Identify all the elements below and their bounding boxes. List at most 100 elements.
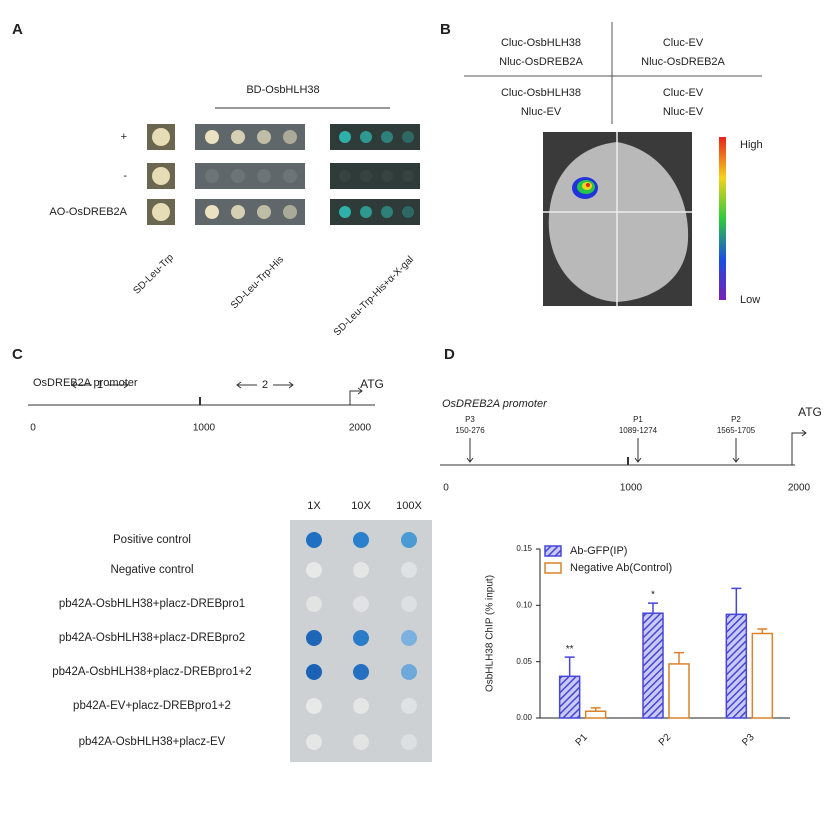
row-label: Negative control bbox=[110, 564, 193, 576]
dilution-label: 100X bbox=[396, 500, 422, 512]
colony bbox=[402, 170, 414, 182]
arrow bbox=[71, 381, 129, 389]
position-label: 0 bbox=[30, 423, 36, 434]
bar bbox=[558, 675, 581, 719]
y-tick-label: 0.15 bbox=[516, 544, 532, 553]
colony bbox=[231, 205, 245, 219]
yeast-spot bbox=[401, 532, 417, 548]
bar bbox=[668, 663, 690, 719]
column-label: SD-Leu-Trp-His bbox=[229, 254, 286, 311]
yeast-spot bbox=[353, 664, 369, 680]
position-label: 0 bbox=[443, 483, 449, 494]
probe-range: 150-276 bbox=[455, 426, 485, 435]
error-bar bbox=[564, 656, 575, 677]
column-label: SD-Leu-Trp-His+α-X-gal bbox=[332, 254, 416, 338]
probe-arrow bbox=[466, 438, 474, 463]
colony bbox=[257, 205, 271, 219]
diagram-title: OsDREB2A promoter bbox=[442, 398, 548, 410]
position-label: 1000 bbox=[193, 423, 216, 434]
probe-name: P3 bbox=[465, 415, 475, 424]
probe-name: P2 bbox=[731, 415, 741, 424]
yeast-spot bbox=[401, 664, 417, 680]
colony bbox=[360, 170, 372, 182]
colony bbox=[402, 131, 414, 143]
yeast-spot bbox=[401, 630, 417, 646]
panel-label: A bbox=[12, 21, 23, 38]
yeast-spot bbox=[353, 532, 369, 548]
region-label: 1 bbox=[97, 379, 103, 391]
colony bbox=[381, 131, 393, 143]
row-label: pb42A-OsbHLH38+placz-DREBpro1+2 bbox=[52, 666, 251, 678]
y-tick-label: 0.05 bbox=[516, 657, 532, 666]
diagram-title: OsDREB2A promoter bbox=[33, 377, 138, 389]
row-label: pb42A-OsbHLH38+placz-DREBpro2 bbox=[59, 632, 245, 644]
colony bbox=[205, 130, 219, 144]
colony bbox=[381, 206, 393, 218]
legend-label: Negative Ab(Control) bbox=[570, 562, 672, 574]
atg-label: ATG bbox=[798, 405, 822, 419]
colony bbox=[381, 170, 393, 182]
y-tick-label: 0.10 bbox=[516, 600, 532, 609]
colony bbox=[360, 131, 372, 143]
colony bbox=[205, 169, 219, 183]
colony bbox=[257, 130, 271, 144]
yeast-spot bbox=[306, 532, 322, 548]
x-tick-label: P1 bbox=[574, 732, 591, 749]
yeast-spot bbox=[306, 630, 322, 646]
color-scale bbox=[719, 137, 726, 300]
yeast-spot bbox=[401, 596, 417, 612]
colony bbox=[152, 128, 170, 146]
error-bar bbox=[731, 587, 742, 615]
colony bbox=[283, 169, 297, 183]
probe-arrow bbox=[732, 438, 740, 463]
panel-header: BD-OsbHLH38 bbox=[246, 84, 319, 96]
colony bbox=[283, 205, 297, 219]
colony bbox=[152, 167, 170, 185]
row-label: - bbox=[123, 170, 127, 182]
region-label: 2 bbox=[262, 379, 268, 391]
yeast-spot bbox=[353, 596, 369, 612]
legend-label: Ab-GFP(IP) bbox=[570, 545, 627, 557]
yeast-spot bbox=[353, 698, 369, 714]
colony bbox=[257, 169, 271, 183]
colony bbox=[283, 130, 297, 144]
x-tick-label: P3 bbox=[740, 732, 757, 749]
position-label: 2000 bbox=[788, 483, 811, 494]
row-label: pb42A-OsbHLH38+placz-DREBpro1 bbox=[59, 598, 245, 610]
row-label: + bbox=[121, 131, 127, 143]
error-bar bbox=[757, 628, 768, 634]
bar bbox=[584, 710, 607, 719]
bar bbox=[642, 612, 664, 719]
colony bbox=[152, 203, 170, 221]
colony bbox=[231, 130, 245, 144]
colony bbox=[339, 206, 351, 218]
yeast-spot bbox=[353, 562, 369, 578]
dilution-label: 1X bbox=[307, 500, 321, 512]
yeast-spot bbox=[353, 734, 369, 750]
cell-label: Cluc-EV bbox=[663, 37, 704, 49]
arrow bbox=[236, 381, 294, 389]
yeast-spot bbox=[306, 664, 322, 680]
scale-label: Low bbox=[740, 294, 760, 306]
probe-range: 1089-1274 bbox=[619, 426, 658, 435]
cell-label: Nluc-OsDREB2A bbox=[499, 56, 583, 68]
cell-label: Cluc-OsbHLH38 bbox=[501, 37, 581, 49]
cell-label: Nluc-EV bbox=[521, 106, 562, 118]
probe-range: 1565-1705 bbox=[717, 426, 756, 435]
error-bar bbox=[648, 602, 658, 614]
probe-name: P1 bbox=[633, 415, 643, 424]
y-tick-label: 0.00 bbox=[516, 713, 532, 722]
colony bbox=[360, 206, 372, 218]
colony bbox=[339, 131, 351, 143]
row-label: pb42A-EV+placz-DREBpro1+2 bbox=[73, 700, 231, 712]
yeast-spot bbox=[401, 734, 417, 750]
yeast-spot bbox=[306, 562, 322, 578]
significance-label: * bbox=[651, 590, 655, 601]
start-arrow bbox=[791, 429, 807, 465]
x-tick-label: P2 bbox=[657, 732, 674, 749]
position-label: 2000 bbox=[349, 423, 372, 434]
error-bar bbox=[674, 651, 684, 664]
y-axis-title: OsbHLH38 ChIP (% input) bbox=[485, 575, 496, 692]
colony bbox=[402, 206, 414, 218]
yeast-spot bbox=[401, 698, 417, 714]
